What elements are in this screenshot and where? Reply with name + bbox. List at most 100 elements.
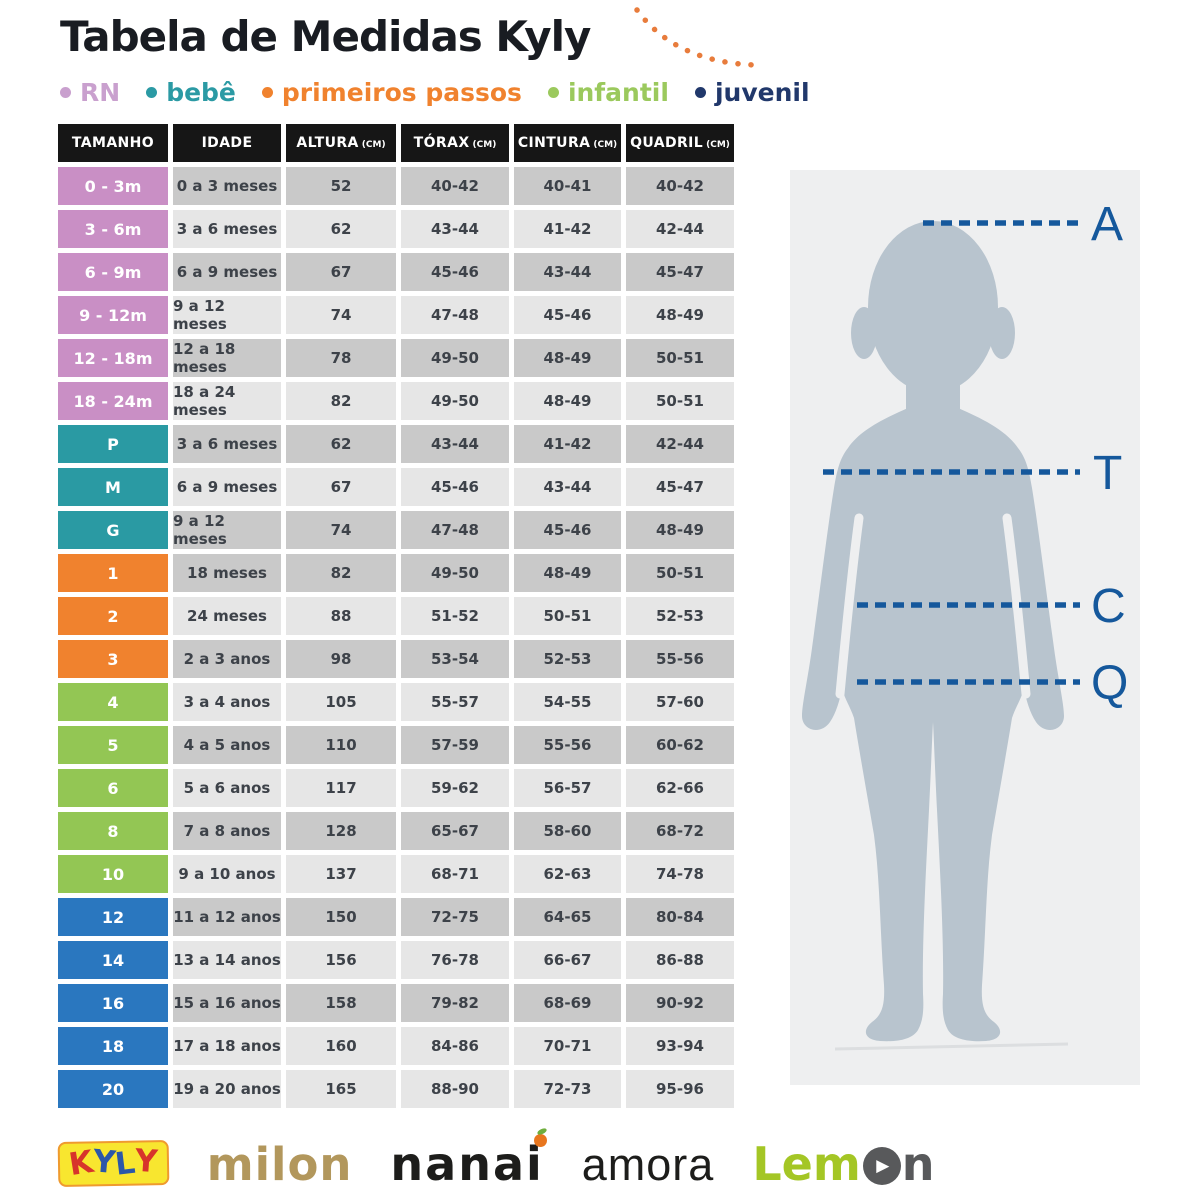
dotted-arc-decoration	[634, 7, 758, 68]
data-cell: 42-44	[626, 210, 734, 248]
data-cell: 62	[286, 425, 396, 463]
data-cell: 58-60	[514, 812, 621, 850]
legend-label: infantil	[567, 78, 669, 107]
data-cell: 68-71	[401, 855, 509, 893]
size-cell: 3	[58, 640, 168, 678]
size-cell: 6 - 9m	[58, 253, 168, 291]
lemon-logo: Lem ▶ n	[752, 1141, 934, 1187]
lemon-text-post: n	[901, 1137, 935, 1191]
data-cell: 47-48	[401, 296, 509, 334]
arm-gap-left	[835, 513, 864, 699]
size-cell: 4	[58, 683, 168, 721]
column-header-unit: (CM)	[593, 139, 618, 150]
column-header-unit: (CM)	[472, 139, 497, 150]
kyly-logo: KYLY	[57, 1140, 170, 1188]
data-cell: 62	[286, 210, 396, 248]
data-cell: 3 a 4 anos	[173, 683, 281, 721]
data-cell: 49-50	[401, 554, 509, 592]
data-cell: 74	[286, 296, 396, 334]
data-cell: 4 a 5 anos	[173, 726, 281, 764]
page-title: Tabela de Medidas Kyly	[60, 12, 591, 61]
data-cell: 156	[286, 941, 396, 979]
data-cell: 88	[286, 597, 396, 635]
data-cell: 68-69	[514, 984, 621, 1022]
data-cell: 6 a 9 meses	[173, 253, 281, 291]
data-cell: 52	[286, 167, 396, 205]
data-cell: 49-50	[401, 382, 509, 420]
data-cell: 54-55	[514, 683, 621, 721]
legend-label: primeiros passos	[281, 78, 522, 107]
body-shape	[802, 408, 1064, 1042]
data-cell: 50-51	[626, 382, 734, 420]
data-cell: 17 a 18 anos	[173, 1027, 281, 1065]
column-header: TÓRAX (CM)	[401, 124, 509, 162]
legend-item-bebe: bebê	[146, 80, 236, 105]
measure-label-altura: A	[1091, 198, 1123, 251]
size-cell: G	[58, 511, 168, 549]
data-cell: 51-52	[401, 597, 509, 635]
data-cell: 5 a 6 anos	[173, 769, 281, 807]
data-cell: 55-56	[514, 726, 621, 764]
measurement-diagram: A T C Q	[790, 170, 1140, 1085]
data-cell: 67	[286, 253, 396, 291]
data-cell: 45-46	[514, 296, 621, 334]
size-cell: 9 - 12m	[58, 296, 168, 334]
legend-bullet-icon	[261, 87, 273, 98]
data-cell: 48-49	[514, 554, 621, 592]
size-cell: 12	[58, 898, 168, 936]
column-header-label: CINTURA	[517, 135, 591, 151]
column-header: IDADE	[173, 124, 281, 162]
size-cell: 14	[58, 941, 168, 979]
data-cell: 49-50	[401, 339, 509, 377]
arm-gap-right	[1002, 513, 1031, 699]
data-cell: 24 meses	[173, 597, 281, 635]
data-cell: 48-49	[514, 382, 621, 420]
legend-item-infantil: infantil	[547, 78, 669, 107]
legend-label: RN	[80, 78, 121, 107]
kyly-letter: Y	[133, 1143, 159, 1181]
data-cell: 66-67	[514, 941, 621, 979]
measure-label-quadril: Q	[1091, 657, 1128, 710]
legend-item-rn: RN	[60, 80, 120, 105]
data-cell: 48-49	[514, 339, 621, 377]
data-cell: 56-57	[514, 769, 621, 807]
data-cell: 57-59	[401, 726, 509, 764]
nanai-logo: nanai	[390, 1134, 547, 1187]
legend: RN bebê primeiros passos infantil juvenil	[60, 80, 810, 105]
data-cell: 165	[286, 1070, 396, 1108]
column-header: TAMANHO	[58, 124, 168, 162]
size-cell: 12 - 18m	[58, 339, 168, 377]
legend-item-juvenil: juvenil	[694, 80, 810, 105]
data-cell: 74-78	[626, 855, 734, 893]
data-cell: 43-44	[514, 253, 621, 291]
legend-label: bebê	[166, 78, 236, 107]
data-cell: 55-57	[401, 683, 509, 721]
data-cell: 70-71	[514, 1027, 621, 1065]
size-cell: M	[58, 468, 168, 506]
lemon-text-pre: Lem	[752, 1137, 861, 1191]
data-cell: 40-42	[626, 167, 734, 205]
data-cell: 40-42	[401, 167, 509, 205]
column-header-label: TÓRAX	[413, 135, 470, 151]
data-cell: 45-46	[514, 511, 621, 549]
measure-label-torax: T	[1093, 447, 1122, 500]
data-cell: 76-78	[401, 941, 509, 979]
data-cell: 150	[286, 898, 396, 936]
data-cell: 137	[286, 855, 396, 893]
apple-icon	[533, 1134, 547, 1147]
data-cell: 6 a 9 meses	[173, 468, 281, 506]
data-cell: 53-54	[401, 640, 509, 678]
data-cell: 2 a 3 anos	[173, 640, 281, 678]
data-cell: 3 a 6 meses	[173, 210, 281, 248]
data-cell: 50-51	[514, 597, 621, 635]
data-cell: 158	[286, 984, 396, 1022]
data-cell: 9 a 12 meses	[173, 511, 281, 549]
data-cell: 105	[286, 683, 396, 721]
legend-bullet-icon	[694, 87, 706, 98]
data-cell: 45-47	[626, 253, 734, 291]
data-cell: 47-48	[401, 511, 509, 549]
child-silhouette: A T C Q	[802, 198, 1128, 1051]
data-cell: 43-44	[514, 468, 621, 506]
milon-logo: milon	[206, 1137, 353, 1191]
data-cell: 48-49	[626, 296, 734, 334]
